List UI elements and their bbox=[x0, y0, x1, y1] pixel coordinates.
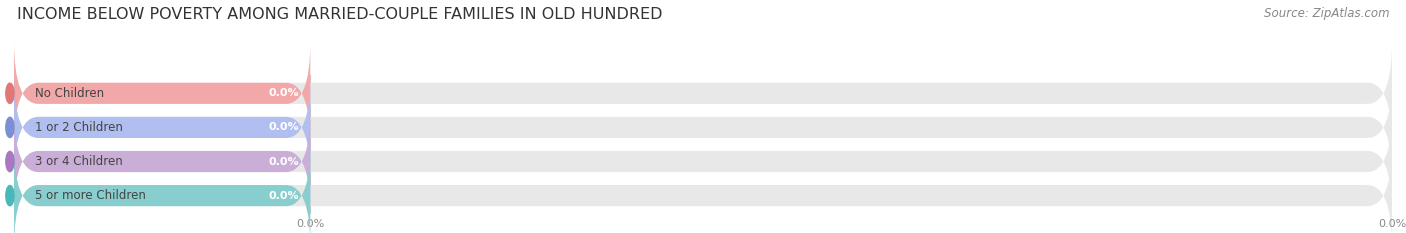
Circle shape bbox=[6, 117, 14, 137]
Text: 0.0%: 0.0% bbox=[269, 157, 299, 167]
Text: INCOME BELOW POVERTY AMONG MARRIED-COUPLE FAMILIES IN OLD HUNDRED: INCOME BELOW POVERTY AMONG MARRIED-COUPL… bbox=[17, 7, 662, 22]
Text: No Children: No Children bbox=[35, 87, 104, 100]
FancyBboxPatch shape bbox=[14, 111, 1392, 212]
FancyBboxPatch shape bbox=[14, 42, 1392, 144]
Circle shape bbox=[6, 83, 14, 103]
Text: 0.0%: 0.0% bbox=[269, 191, 299, 201]
Text: 5 or more Children: 5 or more Children bbox=[35, 189, 146, 202]
FancyBboxPatch shape bbox=[14, 145, 311, 233]
Text: 0.0%: 0.0% bbox=[269, 122, 299, 132]
Text: Source: ZipAtlas.com: Source: ZipAtlas.com bbox=[1264, 7, 1389, 20]
FancyBboxPatch shape bbox=[14, 77, 311, 178]
Text: 1 or 2 Children: 1 or 2 Children bbox=[35, 121, 122, 134]
FancyBboxPatch shape bbox=[14, 42, 311, 144]
Text: 0.0%: 0.0% bbox=[269, 88, 299, 98]
FancyBboxPatch shape bbox=[14, 145, 1392, 233]
FancyBboxPatch shape bbox=[14, 111, 311, 212]
FancyBboxPatch shape bbox=[14, 77, 1392, 178]
Circle shape bbox=[6, 151, 14, 172]
Text: 3 or 4 Children: 3 or 4 Children bbox=[35, 155, 122, 168]
Circle shape bbox=[6, 185, 14, 206]
